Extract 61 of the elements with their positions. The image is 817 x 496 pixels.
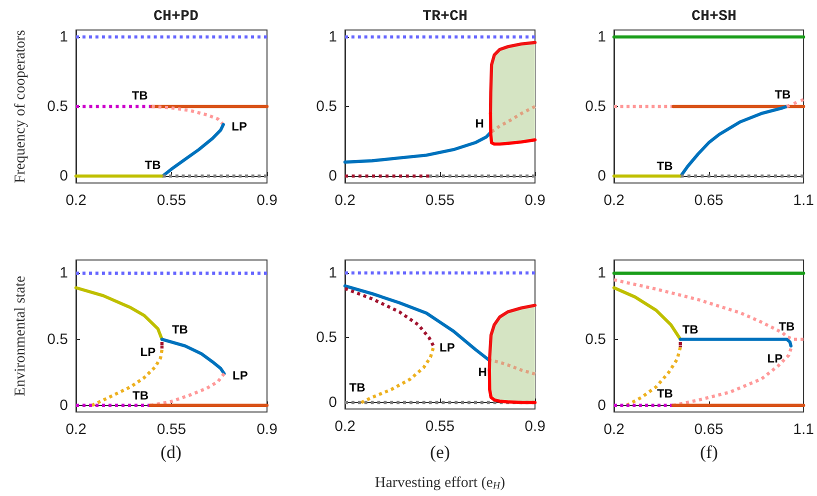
x-tick-label: 0.55 [425, 418, 455, 435]
y-tick-label: 1 [328, 264, 337, 282]
x-tick-label: 0.65 [694, 192, 724, 209]
annotation: TB [774, 88, 792, 102]
x-tick-label: 0.2 [66, 421, 86, 438]
annotation: LP [440, 340, 455, 355]
y-tick-label: 1 [60, 264, 68, 282]
annotation: TB [682, 322, 699, 336]
x-tick-label: 0.2 [604, 421, 624, 438]
y-axis-title: Environmental state [12, 275, 28, 396]
annotation: LP [767, 352, 783, 366]
annotation: TB [656, 159, 674, 174]
annotation: TB [132, 88, 148, 102]
y-tick-label: 0.5 [316, 98, 337, 115]
y-tick-label: 0 [598, 168, 606, 185]
text: (e) [430, 442, 450, 462]
x-tick-label: 0.9 [256, 421, 278, 438]
y-axis-title: Frequency of cooperators [12, 30, 28, 184]
y-tick-label: 0 [328, 168, 337, 185]
y-tick-label: 1 [598, 28, 606, 46]
x-tick-label: 1.1 [793, 421, 814, 438]
annotation: H [478, 364, 487, 379]
chart-title: CH+PD [153, 8, 199, 25]
text: (f) [700, 442, 718, 462]
annotation: TB [349, 380, 366, 395]
y-tick-label: 1 [598, 264, 606, 282]
x-tick-label: 0.2 [334, 192, 356, 209]
annotation: TB [132, 388, 149, 402]
y-tick-label: 0.5 [47, 330, 68, 348]
y-tick-label: 0 [598, 396, 606, 414]
annotation: LP [140, 344, 156, 359]
x-tick-label: 0.55 [156, 192, 186, 209]
annotation: TB [778, 319, 796, 334]
x-tick-label: 0.9 [524, 192, 546, 209]
chart-title: TR+CH [422, 8, 468, 25]
y-tick-label: 0 [60, 396, 68, 414]
annotation: TB [656, 386, 674, 400]
y-tick-label: 1 [60, 28, 68, 46]
text: (d) [160, 442, 182, 462]
annotation: TB [144, 158, 162, 172]
chart-title: CH+SH [691, 8, 737, 25]
annotation: LP [232, 368, 248, 383]
annotation: H [475, 116, 484, 131]
x-tick-label: 0.9 [256, 192, 278, 209]
y-tick-label: 0.5 [47, 98, 68, 115]
x-tick-label: 0.9 [524, 418, 546, 435]
annotation: LP [232, 120, 248, 134]
x-tick-label: 0.2 [66, 192, 86, 209]
x-tick-label: 0.65 [694, 421, 724, 438]
y-tick-label: 0.5 [316, 329, 337, 346]
annotation: TB [172, 322, 188, 336]
y-tick-label: 1 [328, 28, 337, 46]
y-tick-label: 0.5 [585, 98, 606, 115]
y-tick-label: 0.5 [585, 330, 606, 348]
x-tick-label: 0.55 [425, 192, 455, 209]
x-tick-label: 0.55 [156, 421, 186, 438]
y-tick-label: 0 [328, 394, 337, 412]
x-tick-label: 1.1 [793, 192, 814, 209]
x-tick-label: 0.2 [334, 418, 356, 435]
x-tick-label: 0.2 [604, 192, 624, 209]
y-tick-label: 0 [60, 168, 68, 185]
